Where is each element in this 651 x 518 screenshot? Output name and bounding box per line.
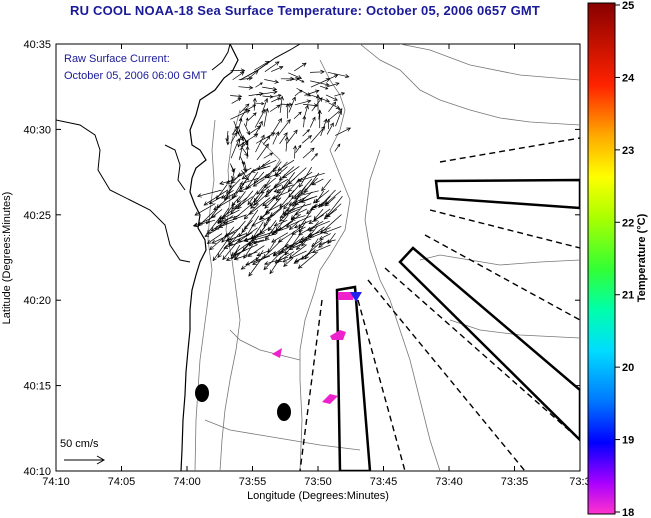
x-axis-label: Longitude (Degrees:Minutes) (247, 490, 389, 502)
x-tick-label: 73:3 (569, 476, 590, 488)
station-mark (277, 403, 291, 421)
scale-arrow (64, 455, 106, 465)
northern-coast (211, 44, 231, 71)
colorbar-tick-label: 23 (622, 145, 634, 157)
colorbar-tick-label: 20 (622, 362, 634, 374)
station-mark (195, 384, 209, 402)
y-axis-label: Latitude (Degrees:Minutes) (1, 192, 13, 325)
y-tick-label: 40:10 (23, 466, 51, 478)
y-tick-label: 40:25 (23, 210, 51, 222)
current-vectors (192, 61, 352, 277)
radar-sector-lines (299, 137, 580, 471)
plot-area (55, 43, 581, 472)
sst-patches (272, 292, 362, 404)
coastline (180, 44, 239, 471)
colorbar-tick-label: 25 (622, 0, 634, 12)
x-tick-label: 73:45 (370, 476, 398, 488)
colorbar-tick-label: 21 (622, 290, 634, 302)
barrier-shoreline (239, 44, 301, 81)
x-tick-label: 74:10 (42, 476, 70, 488)
y-tick-label: 40:15 (23, 381, 51, 393)
estuary-shoreline (56, 119, 191, 263)
y-tick-label: 40:35 (23, 39, 51, 51)
x-tick-label: 73:55 (239, 476, 267, 488)
x-tick-label: 74:05 (108, 476, 136, 488)
colorbar-ticks: 25 24 23 22 21 20 19 18 (615, 0, 635, 518)
colorbar-tick-label: 19 (622, 435, 634, 447)
y-ticks: 40:35 40:30 40:25 40:20 40:15 40:10 (23, 39, 580, 478)
x-tick-label: 73:50 (304, 476, 332, 488)
x-tick-label: 73:40 (435, 476, 463, 488)
overlay-title: Raw Surface Current: (64, 53, 170, 65)
colorbar (587, 2, 616, 515)
radar-footprints (335, 178, 580, 471)
colorbar-tick-label: 24 (622, 72, 635, 84)
inlet-shoreline (164, 144, 186, 191)
x-tick-label: 73:35 (501, 476, 529, 488)
page-title: RU COOL NOAA-18 Sea Surface Temperature:… (70, 3, 541, 18)
overlay-time: October 05, 2006 06:00 GMT (64, 70, 207, 82)
x-tick-label: 74:00 (173, 476, 201, 488)
x-ticks: 74:10 74:05 74:00 73:55 73:50 73:45 73:40 73:35… (42, 44, 591, 488)
y-tick-label: 40:30 (23, 124, 51, 136)
colorbar-tick-label: 22 (622, 217, 634, 229)
y-tick-label: 40:20 (23, 295, 51, 307)
colorbar-label: Temperature (°C) (636, 213, 648, 302)
scale-label: 50 cm/s (60, 438, 99, 450)
colorbar-tick-label: 18 (622, 507, 634, 518)
